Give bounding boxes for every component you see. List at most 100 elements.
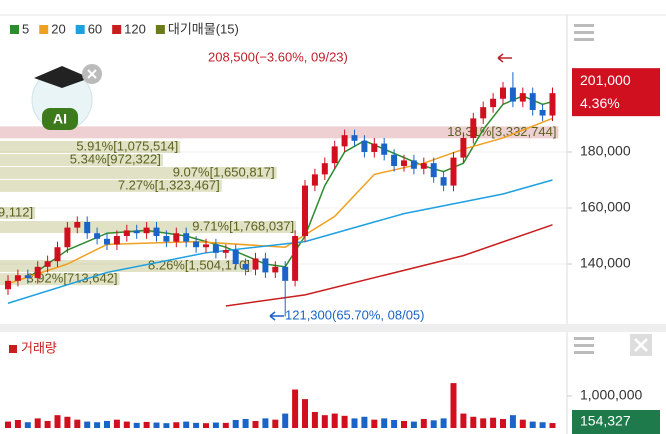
candle-body: [292, 236, 299, 281]
volume-title: 거래량: [21, 340, 57, 355]
y-tick-label: 180,000: [580, 143, 631, 159]
volume-tick-label: 1,000,000: [580, 387, 642, 403]
volume-bar: [391, 419, 398, 428]
candle-body: [133, 230, 140, 234]
supply-label: 9.71%[1,768,037]: [192, 218, 294, 233]
candle-body: [519, 93, 526, 102]
volume-legend-swatch: [9, 345, 17, 353]
candle-body: [252, 258, 259, 270]
legend-label: 대기매물(15): [168, 21, 239, 36]
legend-swatch: [112, 25, 122, 34]
legend-swatch: [155, 25, 165, 34]
volume-bar: [143, 421, 150, 428]
y-tick-label: 160,000: [580, 199, 631, 215]
legend-swatch: [39, 25, 49, 34]
y-tick-label: 140,000: [580, 255, 631, 271]
volume-bar: [331, 413, 338, 428]
supply-bar: [0, 207, 36, 220]
supply-bar: [0, 140, 181, 153]
legend-label: 120: [124, 21, 146, 36]
candle-body: [5, 280, 11, 290]
volume-bar: [302, 399, 308, 428]
supply-label: 5.34%[972,322]: [70, 152, 161, 167]
volume-bar: [470, 416, 477, 428]
volume-bar: [539, 422, 546, 428]
low-arrow: [269, 311, 284, 321]
candle-body: [420, 163, 427, 169]
candle-body: [331, 146, 338, 164]
candle-body: [460, 137, 467, 158]
low-annotation: 121,300(65.70%, 08/05): [285, 307, 425, 322]
supply-bar: [0, 221, 297, 234]
legend-label: 20: [51, 21, 65, 36]
candle-body: [500, 87, 506, 99]
volume-bar: [173, 422, 180, 428]
candle-body: [24, 275, 31, 279]
candle-body: [509, 87, 516, 102]
candle-body: [401, 160, 407, 166]
last-change: 4.36%: [580, 95, 620, 111]
supply-bar: [0, 166, 277, 179]
candle-body: [391, 154, 398, 166]
volume-bar: [242, 419, 249, 428]
menu-icon[interactable]: [574, 24, 594, 41]
candle-body: [54, 247, 61, 262]
volume-bar: [5, 421, 11, 428]
candle-body: [262, 258, 269, 273]
candle-body: [410, 160, 417, 169]
candle-body: [549, 93, 556, 116]
volume-bar: [203, 423, 209, 428]
candle-body: [153, 227, 160, 237]
volume-bar: [74, 419, 81, 428]
candle-body: [143, 227, 150, 234]
volume-bar: [401, 420, 407, 428]
ma-line: [7, 117, 553, 285]
last-price: 201,000: [580, 72, 631, 88]
volume-bar: [193, 422, 200, 428]
volume-bar: [500, 419, 506, 428]
candle-body: [232, 250, 239, 265]
candle-body: [381, 143, 388, 155]
supply-label: 1.15%[209,112]: [0, 204, 33, 219]
candle-body: [14, 275, 21, 281]
ai-button[interactable]: AI: [31, 64, 102, 131]
candle-body: [94, 233, 101, 239]
candle-body: [529, 93, 536, 110]
volume-bar: [519, 419, 526, 428]
candle-body: [242, 264, 249, 270]
legend-swatch: [75, 25, 85, 34]
ma-line: [7, 179, 553, 304]
candle-body: [470, 118, 477, 138]
volume-bar: [212, 422, 219, 428]
volume-bar: [252, 420, 259, 428]
legend-label: 5: [22, 21, 29, 36]
volume-bar: [113, 419, 120, 428]
volume-bar: [450, 383, 457, 428]
volume-bar: [480, 418, 487, 428]
last-volume-box: [572, 410, 660, 434]
volume-bar: [292, 389, 299, 428]
candle-body: [123, 230, 130, 237]
volume-bar: [183, 421, 190, 428]
volume-bar: [410, 421, 417, 428]
volume-bar: [153, 422, 160, 428]
volume-bar: [549, 423, 556, 428]
volume-bar: [222, 422, 229, 428]
menu-icon[interactable]: [574, 337, 594, 354]
legend-swatch: [10, 25, 19, 34]
candle-body: [74, 222, 81, 228]
supply-bar: [0, 179, 222, 192]
candle-body: [173, 233, 180, 242]
volume-bar: [163, 423, 170, 428]
candle-body: [480, 107, 487, 119]
volume-bar: [430, 420, 437, 428]
panel-separator: [0, 324, 666, 332]
close-button[interactable]: [630, 334, 652, 356]
candle-body: [302, 185, 308, 237]
candle-body: [104, 238, 110, 245]
volume-bar: [133, 422, 140, 428]
volume-bar: [282, 413, 289, 428]
supply-bar: [0, 259, 252, 272]
candle-body: [351, 135, 358, 141]
candle-body: [183, 233, 190, 242]
